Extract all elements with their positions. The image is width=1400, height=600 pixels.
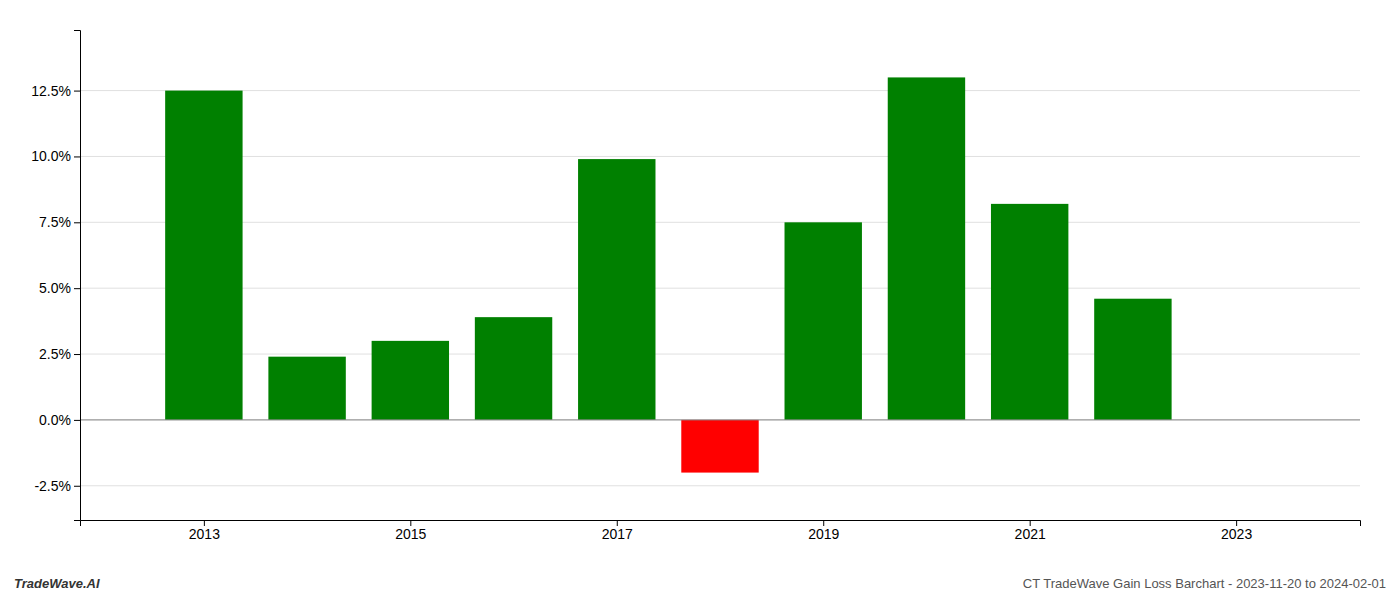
bar [372,341,449,420]
bar [681,420,758,473]
bar [1094,299,1171,420]
bar [578,159,655,420]
x-tick-label: 2013 [189,526,220,542]
grid-line [80,156,1360,157]
x-tick: 2017 [602,520,633,542]
plot-area: -2.5%0.0%2.5%5.0%7.5%10.0%12.5%201320152… [31,31,1360,542]
y-axis: -2.5% 0.0% 2.5% 5.0% 7.5% 10.0% 12.5% [31,31,80,521]
bar [268,357,345,420]
y-tick: -2.5% [34,478,80,494]
bar [785,222,862,420]
y-tick: 0.0% [39,412,80,428]
y-tick-mark [74,486,80,487]
x-tick-label: 2023 [1221,526,1252,542]
y-tick-mark [74,91,80,92]
axis-line [81,521,1361,527]
y-tick-mark [74,288,80,289]
zero-line [80,419,1360,420]
y-tick-label: 12.5% [31,83,71,99]
x-axis: 2013 2015 2017 2019 2021 2023 [81,520,1361,542]
grid-line [80,485,1360,486]
bars [165,77,1171,472]
footer-left: TradeWave.AI [14,576,100,591]
y-tick-label: 2.5% [39,346,71,362]
bar [991,204,1068,420]
y-tick-label: 10.0% [31,148,71,164]
y-tick-mark [74,354,80,355]
x-tick: 2023 [1221,520,1252,542]
y-tick-mark [74,156,80,157]
grid-line [80,90,1360,91]
y-tick-mark [74,222,80,223]
y-tick: 2.5% [39,346,80,362]
bar [475,317,552,420]
y-tick-label: -2.5% [34,478,71,494]
y-tick-mark [74,420,80,421]
x-tick-label: 2017 [602,526,633,542]
chart-svg: -2.5%0.0%2.5%5.0%7.5%10.0%12.5%201320152… [0,0,1400,600]
x-tick-label: 2021 [1015,526,1046,542]
y-tick: 7.5% [39,214,80,230]
grid [80,91,1360,486]
x-tick: 2015 [395,520,426,542]
y-tick-label: 0.0% [39,412,71,428]
footer-right: CT TradeWave Gain Loss Barchart - 2023-1… [1023,576,1386,591]
x-tick-label: 2015 [395,526,426,542]
axis-line [74,31,81,521]
x-tick-label: 2019 [808,526,839,542]
y-tick: 10.0% [31,148,80,164]
grid-line [80,222,1360,223]
y-tick: 5.0% [39,280,80,296]
grid-line [80,419,1360,420]
y-tick-label: 5.0% [39,280,71,296]
bar [888,77,965,419]
y-tick: 12.5% [31,83,80,99]
bar [165,91,242,420]
grid-line [80,288,1360,289]
y-tick-label: 7.5% [39,214,71,230]
x-tick: 2013 [189,520,220,542]
x-tick: 2019 [808,520,839,542]
x-tick: 2021 [1015,520,1046,542]
